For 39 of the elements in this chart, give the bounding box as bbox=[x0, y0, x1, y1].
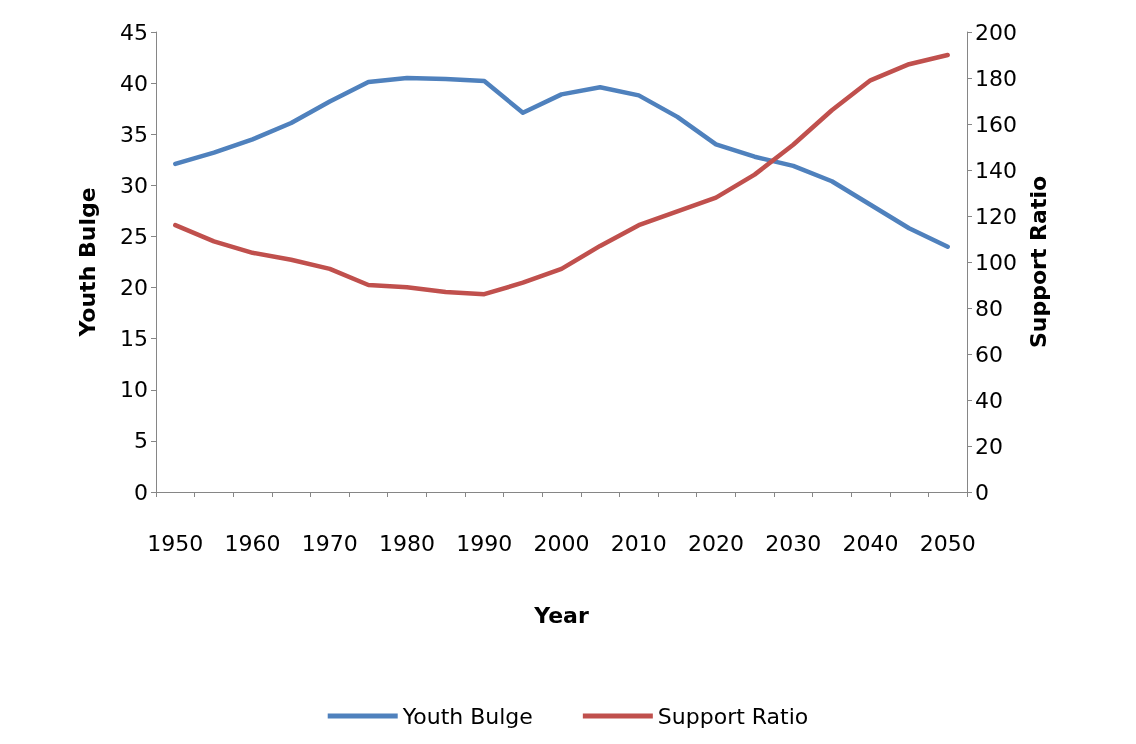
y-tick-label: 30 bbox=[120, 172, 148, 198]
y2-tick-label: 120 bbox=[975, 203, 1017, 229]
y-tick-label: 40 bbox=[120, 70, 148, 96]
y2-tick-label: 160 bbox=[975, 111, 1017, 137]
y2-tick-label: 180 bbox=[975, 65, 1017, 91]
x-tick-label: 2030 bbox=[765, 530, 822, 556]
y2-tick-label: 40 bbox=[975, 387, 1003, 413]
y-tick-label: 45 bbox=[120, 19, 148, 45]
y2-tick-label: 0 bbox=[975, 479, 989, 505]
x-tick-label: 1970 bbox=[301, 530, 358, 556]
x-tick-label: 1960 bbox=[224, 530, 281, 556]
x-tick-label: 2000 bbox=[533, 530, 590, 556]
y-axis-title: Youth Bulge bbox=[74, 187, 100, 338]
y-tick-label: 35 bbox=[120, 121, 148, 147]
y-tick-label: 15 bbox=[120, 326, 148, 352]
y2-tick-label: 80 bbox=[975, 295, 1003, 321]
y2-axis-title: Support Ratio bbox=[1026, 175, 1052, 349]
y-tick-label: 25 bbox=[120, 223, 148, 249]
line-series bbox=[173, 75, 950, 249]
x-tick-label: 2040 bbox=[842, 530, 899, 556]
x-tick-label: 2020 bbox=[687, 530, 744, 556]
y2-tick-label: 20 bbox=[975, 433, 1003, 459]
y2-tick-label: 100 bbox=[975, 249, 1017, 275]
y-tick-label: 0 bbox=[134, 479, 148, 505]
y-tick-label: 5 bbox=[134, 428, 148, 454]
y2-tick-label: 200 bbox=[975, 19, 1017, 45]
legend-label: Youth Bulge bbox=[401, 703, 533, 729]
x-tick-label: 1990 bbox=[456, 530, 513, 556]
y2-tick-label: 60 bbox=[975, 341, 1003, 367]
x-axis-title: Year bbox=[533, 602, 589, 628]
x-tick-label: 1980 bbox=[379, 530, 436, 556]
line-series bbox=[173, 52, 950, 297]
x-tick-label: 1950 bbox=[147, 530, 204, 556]
x-tick-label: 2050 bbox=[919, 530, 976, 556]
legend-label: Support Ratio bbox=[657, 703, 809, 729]
y-tick-label: 10 bbox=[120, 377, 148, 403]
y-tick-label: 20 bbox=[120, 275, 148, 301]
y2-tick-label: 140 bbox=[975, 157, 1017, 183]
x-tick-label: 2010 bbox=[610, 530, 667, 556]
